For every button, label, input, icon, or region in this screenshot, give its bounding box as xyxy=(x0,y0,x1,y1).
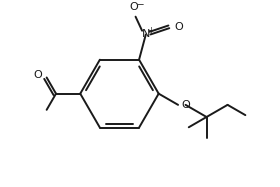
Text: O: O xyxy=(129,2,138,12)
Text: O: O xyxy=(174,22,183,32)
Text: −: − xyxy=(136,0,143,8)
Text: O: O xyxy=(182,100,191,110)
Text: +: + xyxy=(147,26,154,35)
Text: N: N xyxy=(142,30,150,39)
Text: O: O xyxy=(33,70,42,80)
